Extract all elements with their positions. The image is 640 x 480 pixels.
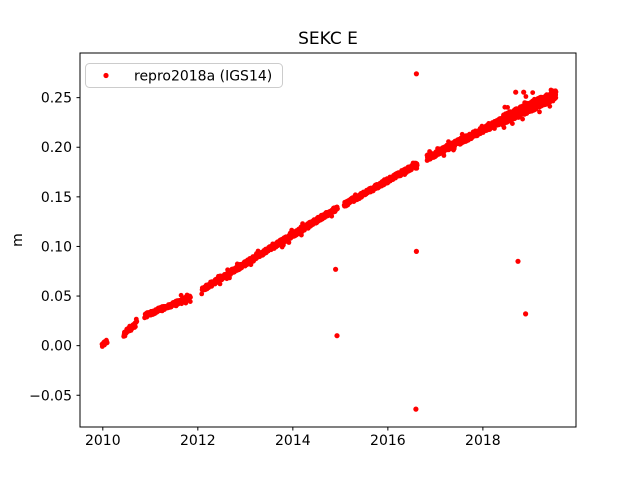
legend-marker-icon xyxy=(103,72,109,79)
y-tick-label: 0.05 xyxy=(41,289,72,305)
y-axis-label: m xyxy=(10,233,26,247)
outlier-point xyxy=(334,333,340,339)
legend-label: repro2018a (IGS14) xyxy=(134,69,272,85)
outlier-point xyxy=(521,89,527,95)
outlier-point xyxy=(523,311,529,317)
axes-frame xyxy=(79,52,577,428)
outlier-point xyxy=(513,89,519,95)
chart-title: SEKC E xyxy=(298,29,358,49)
y-tick-label: 0.15 xyxy=(41,190,72,206)
x-tick-label: 2016 xyxy=(370,433,406,449)
outlier-point xyxy=(413,406,419,412)
y-tick-label: 0.25 xyxy=(41,91,72,107)
scatter-points xyxy=(99,87,559,349)
x-tick-label: 2018 xyxy=(465,433,501,449)
outlier-points xyxy=(333,71,529,412)
axis-ticks: 2010 2012 2014 2016 2018 −0.05 0.00 0.05 0.10 0.1… xyxy=(29,91,501,449)
x-tick-label: 2014 xyxy=(275,433,311,449)
outlier-point xyxy=(333,266,339,272)
y-tick-label: −0.05 xyxy=(29,388,72,404)
y-tick-label: 0.20 xyxy=(41,140,72,156)
outlier-point xyxy=(413,248,419,254)
y-tick-label: 0.00 xyxy=(41,339,72,355)
outlier-point xyxy=(515,258,521,264)
x-tick-label: 2012 xyxy=(180,433,216,449)
x-tick-label: 2010 xyxy=(85,433,121,449)
y-tick-label: 0.10 xyxy=(41,239,72,255)
outlier-point xyxy=(413,71,419,77)
legend-box xyxy=(85,63,283,88)
legend: repro2018a (IGS14) xyxy=(85,63,283,88)
